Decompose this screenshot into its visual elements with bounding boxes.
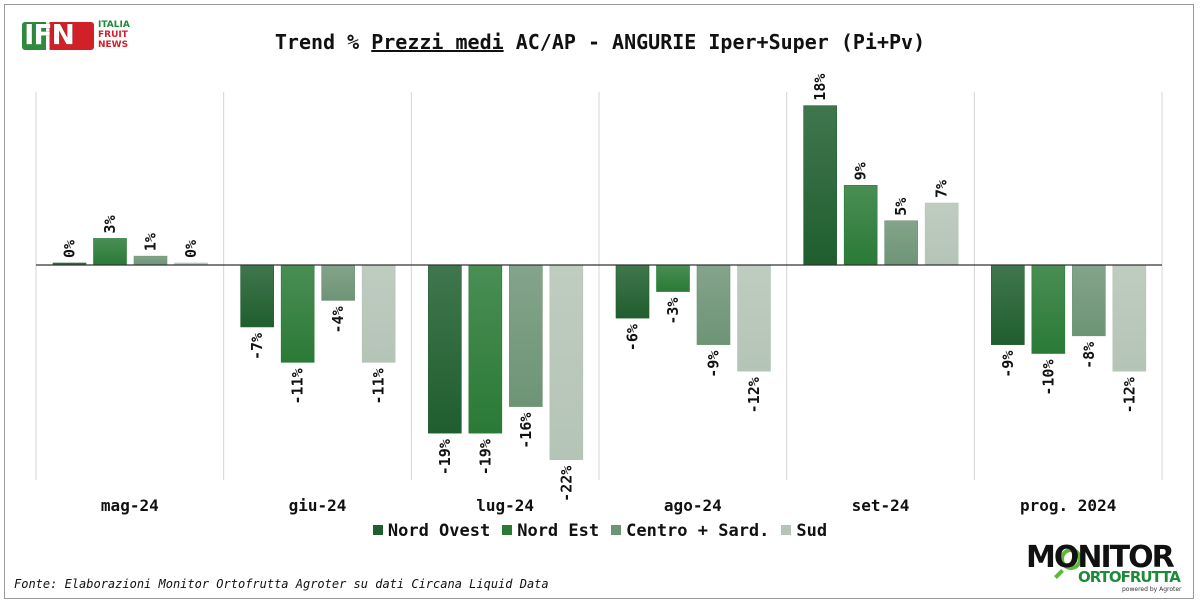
ifn-logo-line1: ITALIA (98, 20, 130, 30)
bar-nord-est (468, 264, 503, 434)
legend-swatch (502, 525, 513, 535)
data-label: 7% (933, 180, 951, 198)
data-label: -6% (624, 324, 642, 351)
bar-sud (1112, 264, 1147, 372)
legend-item: Nord Ovest (372, 521, 491, 541)
legend: Nord Ovest Nord Est Centro + Sard. Sud (0, 521, 1200, 541)
ifn-logo-mark: IFN (24, 18, 75, 51)
legend-swatch (781, 525, 792, 535)
data-label: -8% (1080, 342, 1098, 369)
ifn-logo-badge (22, 22, 94, 50)
bar-nord-est (656, 264, 690, 292)
bar-nord-ovest (615, 264, 650, 319)
data-label: 0% (61, 240, 79, 258)
bar-nord-est (843, 185, 878, 266)
data-label: -19% (476, 439, 494, 475)
data-label: -10% (1039, 360, 1057, 396)
magnifier-icon (1060, 548, 1082, 570)
category-label: lug-24 (476, 496, 534, 515)
legend-swatch (372, 525, 383, 535)
monitor-logo-line3: powered by Agroter (1122, 586, 1182, 593)
data-label: -9% (705, 351, 723, 378)
category-label: ago-24 (664, 496, 722, 515)
ifn-logo: IFN ITALIA FRUIT NEWS (22, 18, 144, 52)
ifn-logo-line2: FRUIT (98, 30, 128, 40)
bar-chart: 0% 3% 1% 0% mag-24 -7% -11% -4% -11% giu-24 -19% -1… (35, 74, 1163, 515)
data-label: -9% (999, 351, 1017, 378)
data-label: 5% (892, 198, 910, 216)
legend-label: Nord Est (517, 521, 600, 541)
ifn-logo-words: ITALIA FRUIT NEWS (98, 20, 130, 50)
bar-centro-sard- (884, 220, 918, 266)
data-label: -7% (248, 333, 266, 360)
data-label: -22% (557, 466, 575, 502)
ifn-logo-line3: NEWS (98, 40, 129, 50)
data-label: 3% (101, 215, 119, 233)
data-label: -4% (329, 306, 347, 333)
category-label: giu-24 (289, 496, 347, 515)
data-label: 1% (142, 233, 160, 251)
title-emphasis: Prezzi medi (371, 30, 504, 54)
bar-nord-est (1031, 264, 1066, 354)
bar-centro-sard- (133, 255, 168, 266)
bar-centro-sard- (509, 264, 543, 407)
data-label: 9% (852, 162, 870, 180)
category-label: mag-24 (101, 496, 159, 515)
bar-centro-sard- (321, 264, 355, 301)
title-suffix: AC/AP - ANGURIE Iper+Super (Pi+Pv) (503, 30, 926, 54)
legend-label: Sud (796, 521, 828, 541)
category-label: set-24 (852, 496, 910, 515)
bar-centro-sard- (696, 264, 731, 345)
bar-sud (549, 264, 584, 460)
title-prefix: Trend % (274, 30, 372, 54)
data-label: 18% (811, 74, 829, 101)
bar-nord-ovest (428, 264, 462, 434)
legend-item: Sud (781, 521, 827, 541)
bar-nord-est (93, 238, 127, 266)
data-label: -16% (517, 413, 535, 449)
data-label: -12% (1120, 377, 1138, 413)
legend-label: Nord Ovest (387, 521, 491, 541)
data-label: -19% (436, 439, 454, 475)
bar-centro-sard- (1072, 264, 1106, 337)
legend-swatch (611, 525, 622, 535)
chart-title: Trend % Prezzi medi AC/AP - ANGURIE Iper… (0, 30, 1200, 54)
data-label: 0% (182, 240, 200, 258)
bar-nord-ovest (240, 264, 274, 328)
bar-sud (924, 202, 959, 266)
monitor-logo-line1: MONITOR (1026, 540, 1175, 575)
category-label: prog. 2024 (1020, 496, 1116, 515)
legend-item: Centro + Sard. (611, 521, 769, 541)
data-label: -11% (289, 368, 307, 404)
monitor-ortofrutta-logo: MONITOR ORTOFRUTTA powered by Agroter (1026, 540, 1186, 593)
source-note: Fonte: Elaborazioni Monitor Ortofrutta A… (14, 577, 549, 591)
bar-nord-ovest (803, 105, 837, 266)
bar-nord-ovest (991, 264, 1025, 345)
data-label: -12% (745, 377, 763, 413)
monitor-logo-line2: ORTOFRUTTA (1078, 568, 1181, 586)
legend-item: Nord Est (502, 521, 599, 541)
bar-sud (737, 264, 771, 372)
bar-nord-est (280, 264, 315, 363)
data-label: -3% (664, 298, 682, 325)
data-label: -11% (370, 368, 388, 404)
bar-sud (361, 264, 396, 363)
legend-label: Centro + Sard. (626, 521, 770, 541)
